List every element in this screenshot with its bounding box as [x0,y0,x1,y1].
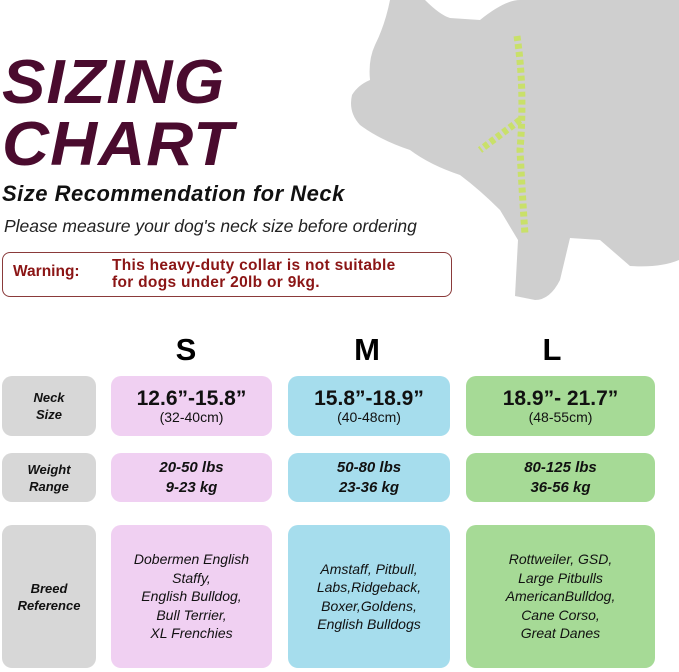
label-line: Weight [27,461,71,477]
warning-text: This heavy-duty collar is not suitable f… [112,257,396,291]
warning-box: Warning: This heavy-duty collar is not s… [2,252,452,297]
harness-strap-icon [477,35,529,236]
neck-inches: 15.8”-18.9” [314,386,424,410]
breed-list: Rottweiler, GSD, Large Pitbulls American… [505,551,616,642]
weight-range-l: 80-125 lbs 36-56 kg [466,453,655,502]
weight-lbs: 20-50 lbs [159,458,224,476]
size-header-m: M [354,332,380,367]
weight-range-s: 20-50 lbs 9-23 kg [111,453,272,502]
label-line: Breed [30,580,68,596]
breed-reference-s: Dobermen English Staffy, English Bulldog… [111,525,272,668]
breed-list: Dobermen English Staffy, English Bulldog… [133,551,250,642]
subtitle: Size Recommendation for Neck [2,181,345,206]
neck-size-s: 12.6”-15.8” (32-40cm) [111,376,272,436]
label-line: Size [35,407,62,422]
weight-range-m: 50-80 lbs 23-36 kg [288,453,450,502]
weight-lbs: 80-125 lbs [524,458,597,476]
label-line: Reference [17,597,81,613]
instruction-text: Please measure your dog's neck size befo… [4,216,417,236]
warning-line-1: This heavy-duty collar is not suitable [112,257,396,274]
breed-reference-l: Rottweiler, GSD, Large Pitbulls American… [466,525,655,668]
breed-list: Amstaff, Pitbull, Labs,Ridgeback, Boxer,… [316,560,422,633]
dog-silhouette-illustration [351,0,679,300]
row-label-neck-size: Neck Size [2,376,96,436]
neck-cm: (48-55cm) [528,408,593,425]
size-header-s: S [175,332,197,367]
weight-kg: 9-23 kg [165,478,218,496]
label-line: Range [29,478,69,494]
warning-label: Warning: [13,263,80,280]
title-chart: CHART [2,110,234,179]
weight-lbs: 50-80 lbs [336,458,402,476]
weight-kg: 23-36 kg [338,478,400,496]
title-sizing: SIZING [2,48,226,117]
neck-size-m: 15.8”-18.9” (40-48cm) [288,376,450,436]
row-label-weight-range: Weight Range [2,453,96,502]
weight-kg: 36-56 kg [530,478,591,496]
warning-line-2: for dogs under 20lb or 9kg. [112,274,320,291]
dog-body-shape [351,0,679,300]
neck-inches: 18.9”- 21.7” [502,386,619,410]
neck-size-l: 18.9”- 21.7” (48-55cm) [466,376,655,436]
size-header-l: L [542,332,562,367]
neck-inches: 12.6”-15.8” [136,386,247,410]
row-label-breed-reference: Breed Reference [2,525,96,668]
neck-cm: (40-48cm) [337,408,401,425]
breed-reference-m: Amstaff, Pitbull, Labs,Ridgeback, Boxer,… [288,525,450,668]
neck-cm: (32-40cm) [159,408,224,425]
label-line: Neck [33,390,65,405]
